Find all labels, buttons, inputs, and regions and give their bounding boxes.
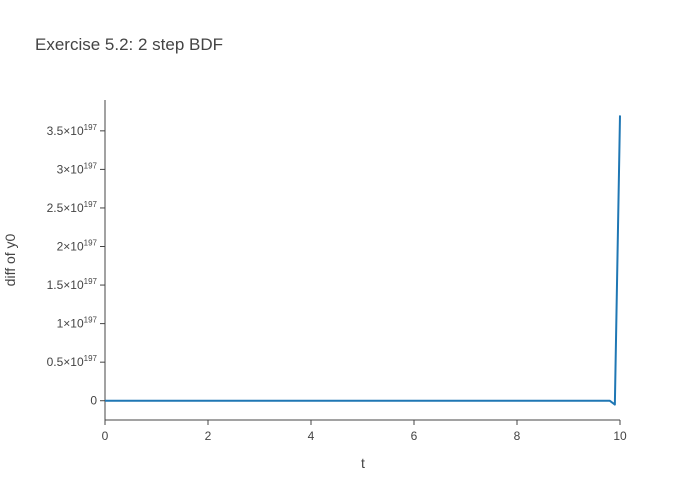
y-axis-title: diff of y0 xyxy=(2,233,18,286)
y-tick-label: 3×10197 xyxy=(57,161,98,176)
y-tick-label: 0 xyxy=(90,394,97,408)
series-line xyxy=(105,115,621,406)
x-tick-label: 0 xyxy=(102,429,109,443)
x-axis-title: t xyxy=(361,455,365,471)
y-tick-label: 1×10197 xyxy=(57,316,98,331)
x-tick-label: 6 xyxy=(411,429,418,443)
y-tick-label: 2.5×10197 xyxy=(47,200,98,215)
y-tick-label: 3.5×10197 xyxy=(47,123,98,138)
x-tick-label: 8 xyxy=(514,429,521,443)
y-axis: 0 0.5×10197 1×10197 1.5×10197 2×10197 2.5×101… xyxy=(47,100,106,420)
y-tick-label: 2×10197 xyxy=(57,239,98,254)
y-tick-label: 0.5×10197 xyxy=(47,354,98,369)
x-axis: 0 2 4 6 8 10 xyxy=(102,419,627,443)
x-tick-label: 10 xyxy=(613,429,627,443)
y-tick-label: 1.5×10197 xyxy=(47,277,98,292)
x-tick-label: 2 xyxy=(205,429,212,443)
series-layer xyxy=(105,115,621,406)
x-tick-label: 4 xyxy=(308,429,315,443)
chart-title: Exercise 5.2: 2 step BDF xyxy=(35,35,223,54)
